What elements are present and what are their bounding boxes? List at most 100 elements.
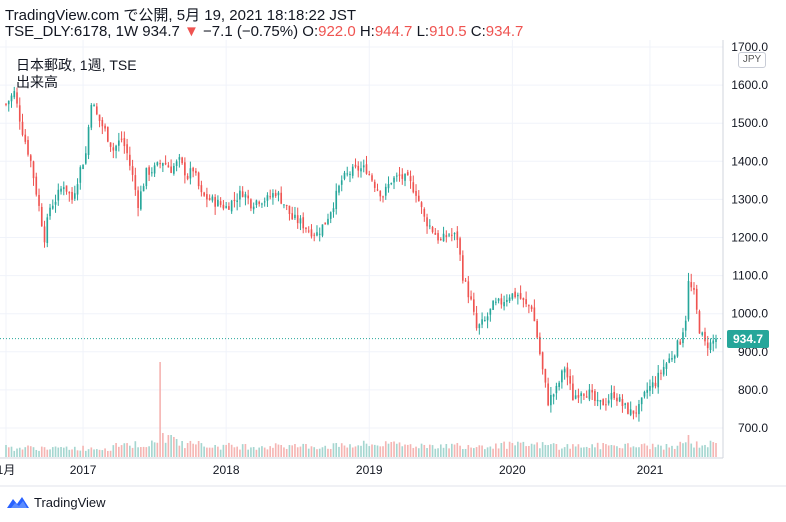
candle-body bbox=[162, 163, 164, 166]
candle-body bbox=[384, 186, 387, 196]
candle-body bbox=[156, 162, 159, 166]
candle-body bbox=[431, 226, 434, 233]
candle-body bbox=[230, 200, 233, 212]
candle-body bbox=[296, 215, 299, 224]
candle-body bbox=[412, 182, 415, 193]
volume-bar bbox=[126, 443, 128, 457]
candle-body bbox=[294, 214, 296, 219]
volume-bar bbox=[49, 449, 51, 457]
volume-bar bbox=[613, 445, 616, 457]
volume-bar bbox=[519, 442, 522, 457]
volume-bar bbox=[486, 447, 489, 457]
volume-bar bbox=[123, 443, 126, 457]
candle-body bbox=[129, 154, 131, 166]
volume-bar bbox=[530, 443, 533, 457]
candle-body bbox=[503, 302, 505, 307]
volume-bar bbox=[662, 449, 665, 457]
volume-bar bbox=[478, 445, 481, 457]
candle-body bbox=[467, 281, 470, 298]
candle-body bbox=[629, 409, 632, 415]
volume-bar bbox=[321, 447, 324, 457]
volume-bar bbox=[566, 444, 569, 457]
volume-bar bbox=[68, 449, 71, 457]
y-tick-label: 1100.0 bbox=[732, 269, 768, 283]
volume-bar bbox=[654, 447, 657, 457]
candle-body bbox=[495, 301, 497, 303]
volume-bar bbox=[104, 448, 106, 457]
volume-bar bbox=[588, 447, 591, 457]
candle-body bbox=[481, 319, 483, 325]
volume-bar bbox=[475, 447, 478, 457]
candle-body bbox=[577, 395, 580, 398]
volume-bar bbox=[412, 447, 415, 457]
candle-body bbox=[569, 375, 571, 384]
tradingview-logo-icon bbox=[7, 496, 29, 508]
volume-bar bbox=[624, 443, 627, 457]
candle-body bbox=[38, 194, 40, 206]
candle-body bbox=[261, 203, 263, 205]
published-info: TradingView.com で公開, 5月 19, 2021 18:18:2… bbox=[5, 7, 357, 24]
volume-bar bbox=[362, 440, 365, 457]
volume-bar bbox=[506, 448, 508, 457]
candle-body bbox=[365, 164, 368, 174]
volume-bar bbox=[5, 445, 7, 457]
candle-body bbox=[519, 293, 522, 299]
volume-bar bbox=[137, 447, 139, 457]
candle-body bbox=[640, 397, 643, 405]
candle-body bbox=[200, 185, 203, 193]
candle-body bbox=[60, 188, 62, 192]
volume-bars bbox=[5, 362, 717, 457]
volume-bar bbox=[569, 448, 571, 457]
candle-body bbox=[7, 100, 10, 105]
volume-bar bbox=[365, 443, 368, 457]
open-label: O: bbox=[302, 23, 319, 40]
y-tick-label: 1400.0 bbox=[731, 154, 768, 168]
volume-bar bbox=[594, 447, 596, 457]
candle-body bbox=[112, 147, 115, 151]
volume-bar bbox=[170, 435, 172, 457]
volume-bar bbox=[252, 447, 255, 457]
price-axis[interactable]: 1700.0 1600.0 1500.0 1400.0 1300.0 1200.0 1100… bbox=[731, 40, 768, 435]
volume-bar bbox=[272, 447, 274, 457]
volume-bar bbox=[541, 442, 544, 457]
volume-bar bbox=[676, 445, 679, 457]
candle-body bbox=[189, 168, 192, 179]
volume-bar bbox=[360, 445, 362, 457]
candle-body bbox=[379, 190, 382, 197]
candle-body bbox=[709, 342, 712, 350]
candle-body bbox=[362, 165, 365, 168]
candle-body bbox=[401, 174, 404, 179]
candle-body bbox=[148, 167, 150, 175]
candle-body bbox=[239, 190, 241, 200]
volume-bar bbox=[660, 445, 662, 457]
candle-body bbox=[16, 92, 18, 104]
footer-brand[interactable]: TradingView bbox=[6, 495, 106, 510]
candle-body bbox=[164, 162, 167, 165]
volume-bar bbox=[98, 449, 101, 457]
volume-bar bbox=[76, 450, 79, 457]
volume-bar bbox=[701, 445, 704, 457]
candle-body bbox=[329, 212, 332, 219]
volume-bar bbox=[153, 442, 156, 457]
time-axis[interactable]: 1月 2017 2018 2019 2020 2021 bbox=[0, 463, 664, 477]
candle-body bbox=[464, 280, 467, 282]
grid-lines bbox=[0, 40, 723, 458]
volume-bar bbox=[142, 446, 145, 457]
volume-bar bbox=[27, 445, 29, 457]
low-value: 910.5 bbox=[429, 23, 467, 40]
candle-body bbox=[643, 391, 646, 397]
candle-body bbox=[244, 194, 247, 198]
volume-bar bbox=[657, 444, 660, 457]
volume-bar bbox=[32, 447, 35, 457]
candle-body bbox=[682, 332, 684, 344]
candle-body bbox=[214, 197, 216, 207]
currency-badge[interactable]: JPY bbox=[738, 52, 766, 68]
volume-bar bbox=[294, 444, 296, 457]
volume-bar bbox=[393, 441, 395, 457]
candle-body bbox=[269, 196, 272, 198]
volume-bar bbox=[258, 447, 261, 457]
volume-bar bbox=[489, 446, 492, 457]
volume-bar bbox=[283, 447, 285, 457]
candle-body bbox=[98, 114, 101, 121]
